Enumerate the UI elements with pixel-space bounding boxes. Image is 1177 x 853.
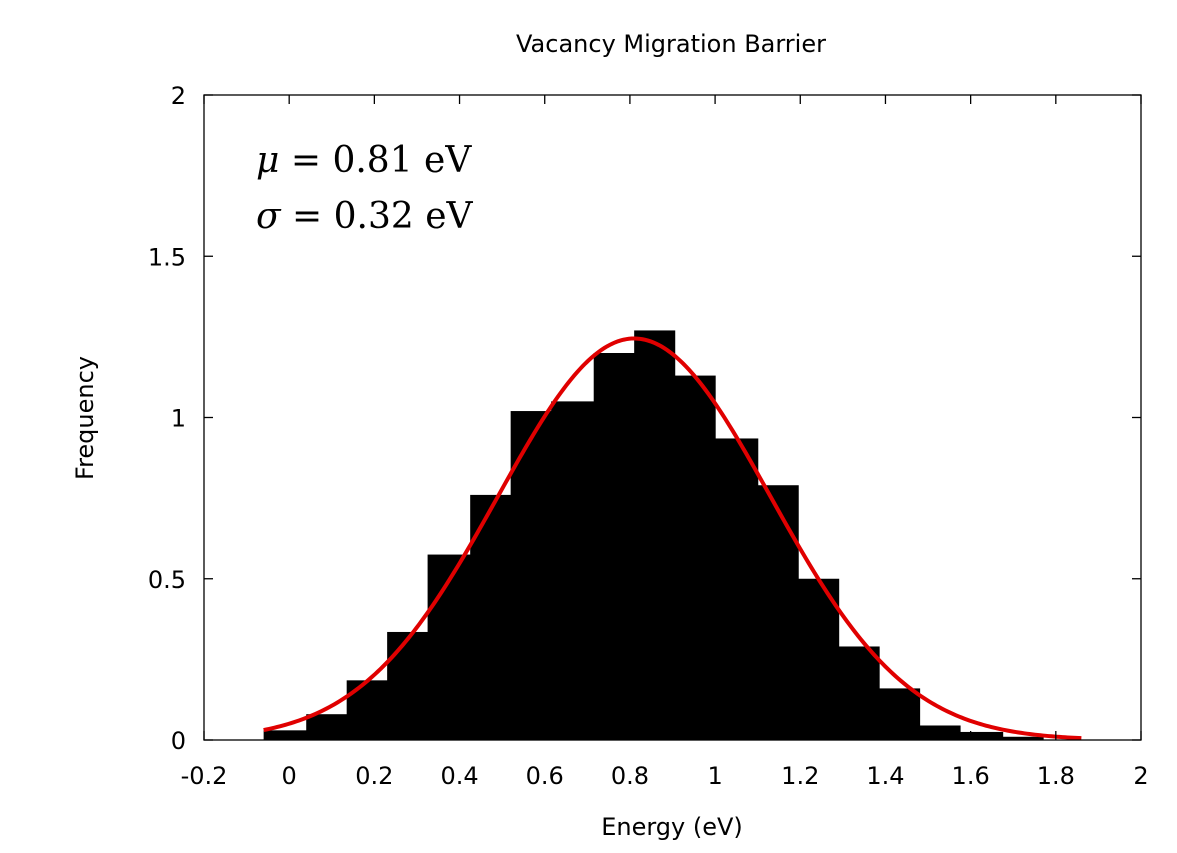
histogram-bar xyxy=(715,438,759,740)
sigma-symbol: σ xyxy=(256,196,282,237)
y-axis-label: Frequency xyxy=(71,356,99,480)
histogram-bar xyxy=(387,631,429,740)
svg-text:σ = 0.32 eV: σ = 0.32 eV xyxy=(256,196,474,237)
histogram-bar xyxy=(919,725,961,740)
mu-value: = 0.81 eV xyxy=(279,140,472,181)
histogram-bar xyxy=(551,401,595,741)
x-tick-label: 1.4 xyxy=(866,762,904,790)
y-tick-label: 0.5 xyxy=(148,566,186,594)
histogram-bar xyxy=(427,554,471,740)
gaussian-fit-curve xyxy=(263,336,1082,741)
x-tick-label: 0 xyxy=(282,762,297,790)
histogram-bar xyxy=(346,680,388,740)
x-tick-label: 1.8 xyxy=(1037,762,1075,790)
x-tick-label: 2 xyxy=(1133,762,1148,790)
fit-parameters-annotation: μ = 0.81 eV σ = 0.32 eV xyxy=(256,140,474,237)
x-tick-label: 0.2 xyxy=(355,762,393,790)
mu-symbol: μ xyxy=(256,140,279,181)
x-axis-label: Energy (eV) xyxy=(601,813,743,841)
histogram-bar xyxy=(263,730,307,740)
x-tick-label: 0.4 xyxy=(440,762,478,790)
histogram-bar xyxy=(757,485,799,740)
histogram-bar xyxy=(1002,736,1044,740)
histogram-bar xyxy=(798,578,840,740)
x-tick-label: 1 xyxy=(707,762,722,790)
x-tick-label: 0.6 xyxy=(526,762,564,790)
y-axis-ticks: 0 0.5 1 1.5 2 xyxy=(148,82,1141,755)
x-tick-label: 1.2 xyxy=(781,762,819,790)
y-tick-label: 1.5 xyxy=(148,243,186,271)
x-tick-label: 1.6 xyxy=(952,762,990,790)
histogram-bar xyxy=(674,375,716,740)
x-tick-label: -0.2 xyxy=(181,762,228,790)
x-axis-ticks: -0.2 0 0.2 0.4 0.6 0.8 1 1.2 1.4 1.6 1.8 2 xyxy=(181,95,1149,790)
gaussian-fit-line xyxy=(263,336,1082,741)
histogram-bar xyxy=(593,353,635,740)
histogram-bar xyxy=(306,714,348,740)
histogram-bar xyxy=(838,646,880,740)
histogram-bar xyxy=(959,731,1004,740)
svg-text:μ = 0.81 eV: μ = 0.81 eV xyxy=(256,140,472,181)
histogram-bar xyxy=(510,411,552,740)
y-tick-label: 2 xyxy=(171,82,186,110)
x-tick-label: 0.8 xyxy=(611,762,649,790)
sigma-value: = 0.32 eV xyxy=(281,196,474,237)
histogram-bars xyxy=(263,330,1044,741)
histogram-bar xyxy=(634,330,676,740)
chart-title: Vacancy Migration Barrier xyxy=(516,30,826,58)
y-tick-label: 0 xyxy=(171,727,186,755)
y-tick-label: 1 xyxy=(171,405,186,433)
